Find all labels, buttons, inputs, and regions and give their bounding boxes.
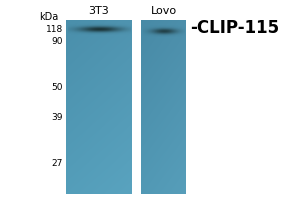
Text: 39: 39 [52, 114, 63, 122]
Text: 50: 50 [52, 83, 63, 92]
Text: -CLIP-115: -CLIP-115 [190, 19, 280, 37]
Text: Lovo: Lovo [150, 6, 177, 16]
Text: kDa: kDa [39, 12, 58, 22]
Text: 90: 90 [52, 36, 63, 46]
Text: 27: 27 [52, 158, 63, 168]
Text: 3T3: 3T3 [88, 6, 110, 16]
Text: 118: 118 [46, 24, 63, 33]
